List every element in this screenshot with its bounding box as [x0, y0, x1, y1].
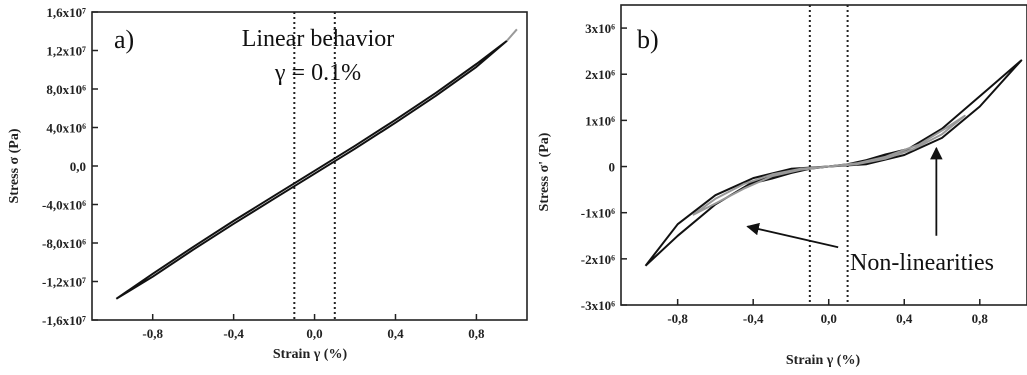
- panel-a-x-tick-label: -0,4: [223, 326, 244, 341]
- panel-a-label: a): [114, 25, 134, 54]
- panel-a-xlabel: Strain γ (%): [273, 347, 348, 362]
- panel-a-y-tick-label: 1,2x10⁷: [46, 44, 86, 59]
- panel-b-x-tick-label: -0,8: [667, 311, 688, 326]
- panel-b-chart: -0,8 -0,4 0,0 0,4 0,8 -3x10⁶ -2x10⁶ -1x10⁶ 0 1x10…: [537, 4, 1027, 368]
- panel-b-arrow-1: [746, 222, 839, 249]
- panel-b-y-tick-label: -3x10⁶: [581, 298, 615, 313]
- panel-b-ylabel: Stress σ' (Pa): [537, 132, 552, 211]
- panel-b-markers: [808, 5, 849, 305]
- panel-a-x-tick-label: -0,8: [142, 326, 163, 341]
- panel-a-annotation: Linear behavior: [242, 26, 395, 52]
- panel-a-series: [115, 28, 518, 300]
- panel-b-xlabel: Strain γ (%): [786, 353, 861, 368]
- panel-b-y-tick-label: 3x10⁶: [585, 21, 615, 36]
- panel-a-y-tick-label: -8,0x10⁶: [42, 236, 86, 251]
- panel-a-y-tick-label: -1,2x10⁷: [42, 275, 86, 290]
- panel-a-y-tick-label: 8,0x10⁶: [46, 82, 86, 97]
- panel-b-y-tick-label: 1x10⁶: [585, 113, 615, 128]
- panel-b-x-tick-label: 0,0: [821, 311, 837, 326]
- panel-a-ylabel: Stress σ (Pa): [7, 128, 22, 203]
- panel-a-series-2-line: [506, 28, 518, 42]
- panel-a-y-tick-label: -4,0x10⁶: [42, 198, 86, 213]
- panel-b-y-tick-label: 2x10⁶: [585, 67, 615, 82]
- panel-b-frame: [620, 4, 1027, 306]
- panel-a-y-tick-label: 1,6x10⁷: [46, 5, 86, 20]
- panel-b-y-tick-label: -2x10⁶: [581, 252, 615, 267]
- panel-b-arrows: [746, 146, 943, 249]
- panel-b-x-tick-label: 0,8: [972, 311, 989, 326]
- panel-b-annotation: Non-linearities: [850, 250, 994, 276]
- panel-a-chart: -0,8 -0,4 0,0 0,4 0,8 -1,6x10⁷ -1,2x10⁷ -8,0x10…: [7, 5, 528, 362]
- panel-b-y-tick-label: -1x10⁶: [581, 206, 615, 221]
- panel-b-y-tick-label: 0: [609, 160, 616, 175]
- panel-b-series-3-line: [692, 114, 966, 216]
- panel-a-x-tick-label: 0,0: [306, 326, 322, 341]
- panel-a-ticks: -0,8 -0,4 0,0 0,4 0,8 -1,6x10⁷ -1,2x10⁷ -8,0x10…: [42, 5, 485, 341]
- panel-b-x-tick-label: 0,4: [896, 311, 913, 326]
- panel-b-label: b): [637, 25, 659, 54]
- panel-a-y-tick-label: 0,0: [70, 159, 86, 174]
- panel-a-y-tick-label: 4,0x10⁶: [46, 121, 86, 136]
- panel-b-series-1-line: [644, 59, 1023, 267]
- panel-a-y-tick-label: -1,6x10⁷: [42, 313, 86, 328]
- panel-a-markers: [293, 12, 336, 320]
- panel-b-ticks: -0,8 -0,4 0,0 0,4 0,8 -3x10⁶ -2x10⁶ -1x10⁶ 0 1x10…: [581, 21, 989, 326]
- panel-a-annotation-gamma: γ = 0.1%: [274, 60, 361, 86]
- panel-a-x-tick-label: 0,8: [468, 326, 485, 341]
- panel-a-x-tick-label: 0,4: [387, 326, 404, 341]
- panel-b-x-tick-label: -0,4: [743, 311, 764, 326]
- panel-b-series: [644, 59, 1023, 267]
